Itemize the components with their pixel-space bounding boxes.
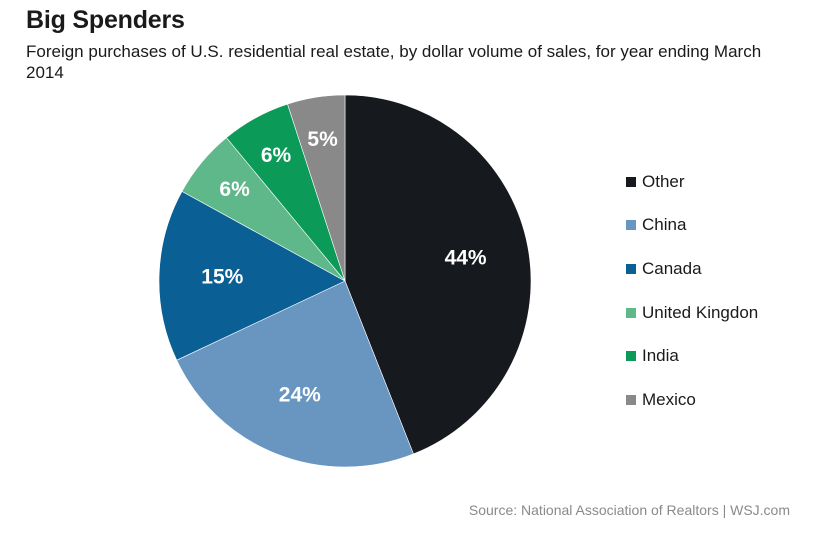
legend-item-india: India <box>626 334 758 378</box>
slice-label-mexico: 5% <box>307 128 338 151</box>
legend-item-canada: Canada <box>626 247 758 291</box>
legend-swatch-mexico <box>626 394 636 405</box>
legend-label-other: Other <box>642 171 685 191</box>
legend-item-mexico: Mexico <box>626 378 758 422</box>
legend-item-united-kingdon: United Kingdon <box>626 291 758 335</box>
legend-swatch-canada <box>626 263 636 274</box>
pie-slice-china <box>176 280 414 468</box>
legend-swatch-other <box>626 176 636 187</box>
slice-label-united-kingdon: 6% <box>219 178 250 201</box>
pie-slice-mexico <box>287 94 346 282</box>
source-note: Source: National Association of Realtors… <box>468 502 790 518</box>
legend-label-canada: Canada <box>642 258 702 278</box>
slice-label-china: 24% <box>279 384 321 407</box>
legend-label-mexico: Mexico <box>642 389 696 409</box>
slice-label-canada: 15% <box>201 266 243 289</box>
chart-subtitle: Foreign purchases of U.S. residential re… <box>26 42 762 82</box>
legend-label-united-kingdon: United Kingdon <box>642 302 759 322</box>
legend-item-china: China <box>626 204 758 248</box>
slice-label-other: 44% <box>445 247 487 270</box>
chart-legend: Other China Canada United Kingdon India Mexic… <box>626 160 758 422</box>
pie-slice-canada <box>158 190 346 361</box>
slice-label-india: 6% <box>261 144 292 167</box>
chart-title: Big Spenders <box>26 6 185 34</box>
legend-label-india: India <box>642 346 679 366</box>
legend-swatch-united-kingdon <box>626 307 636 318</box>
pie-slice-other <box>344 94 532 455</box>
legend-item-other: Other <box>626 160 758 204</box>
legend-swatch-india <box>626 351 636 362</box>
legend-label-china: China <box>642 215 687 235</box>
legend-swatch-china <box>626 220 636 231</box>
